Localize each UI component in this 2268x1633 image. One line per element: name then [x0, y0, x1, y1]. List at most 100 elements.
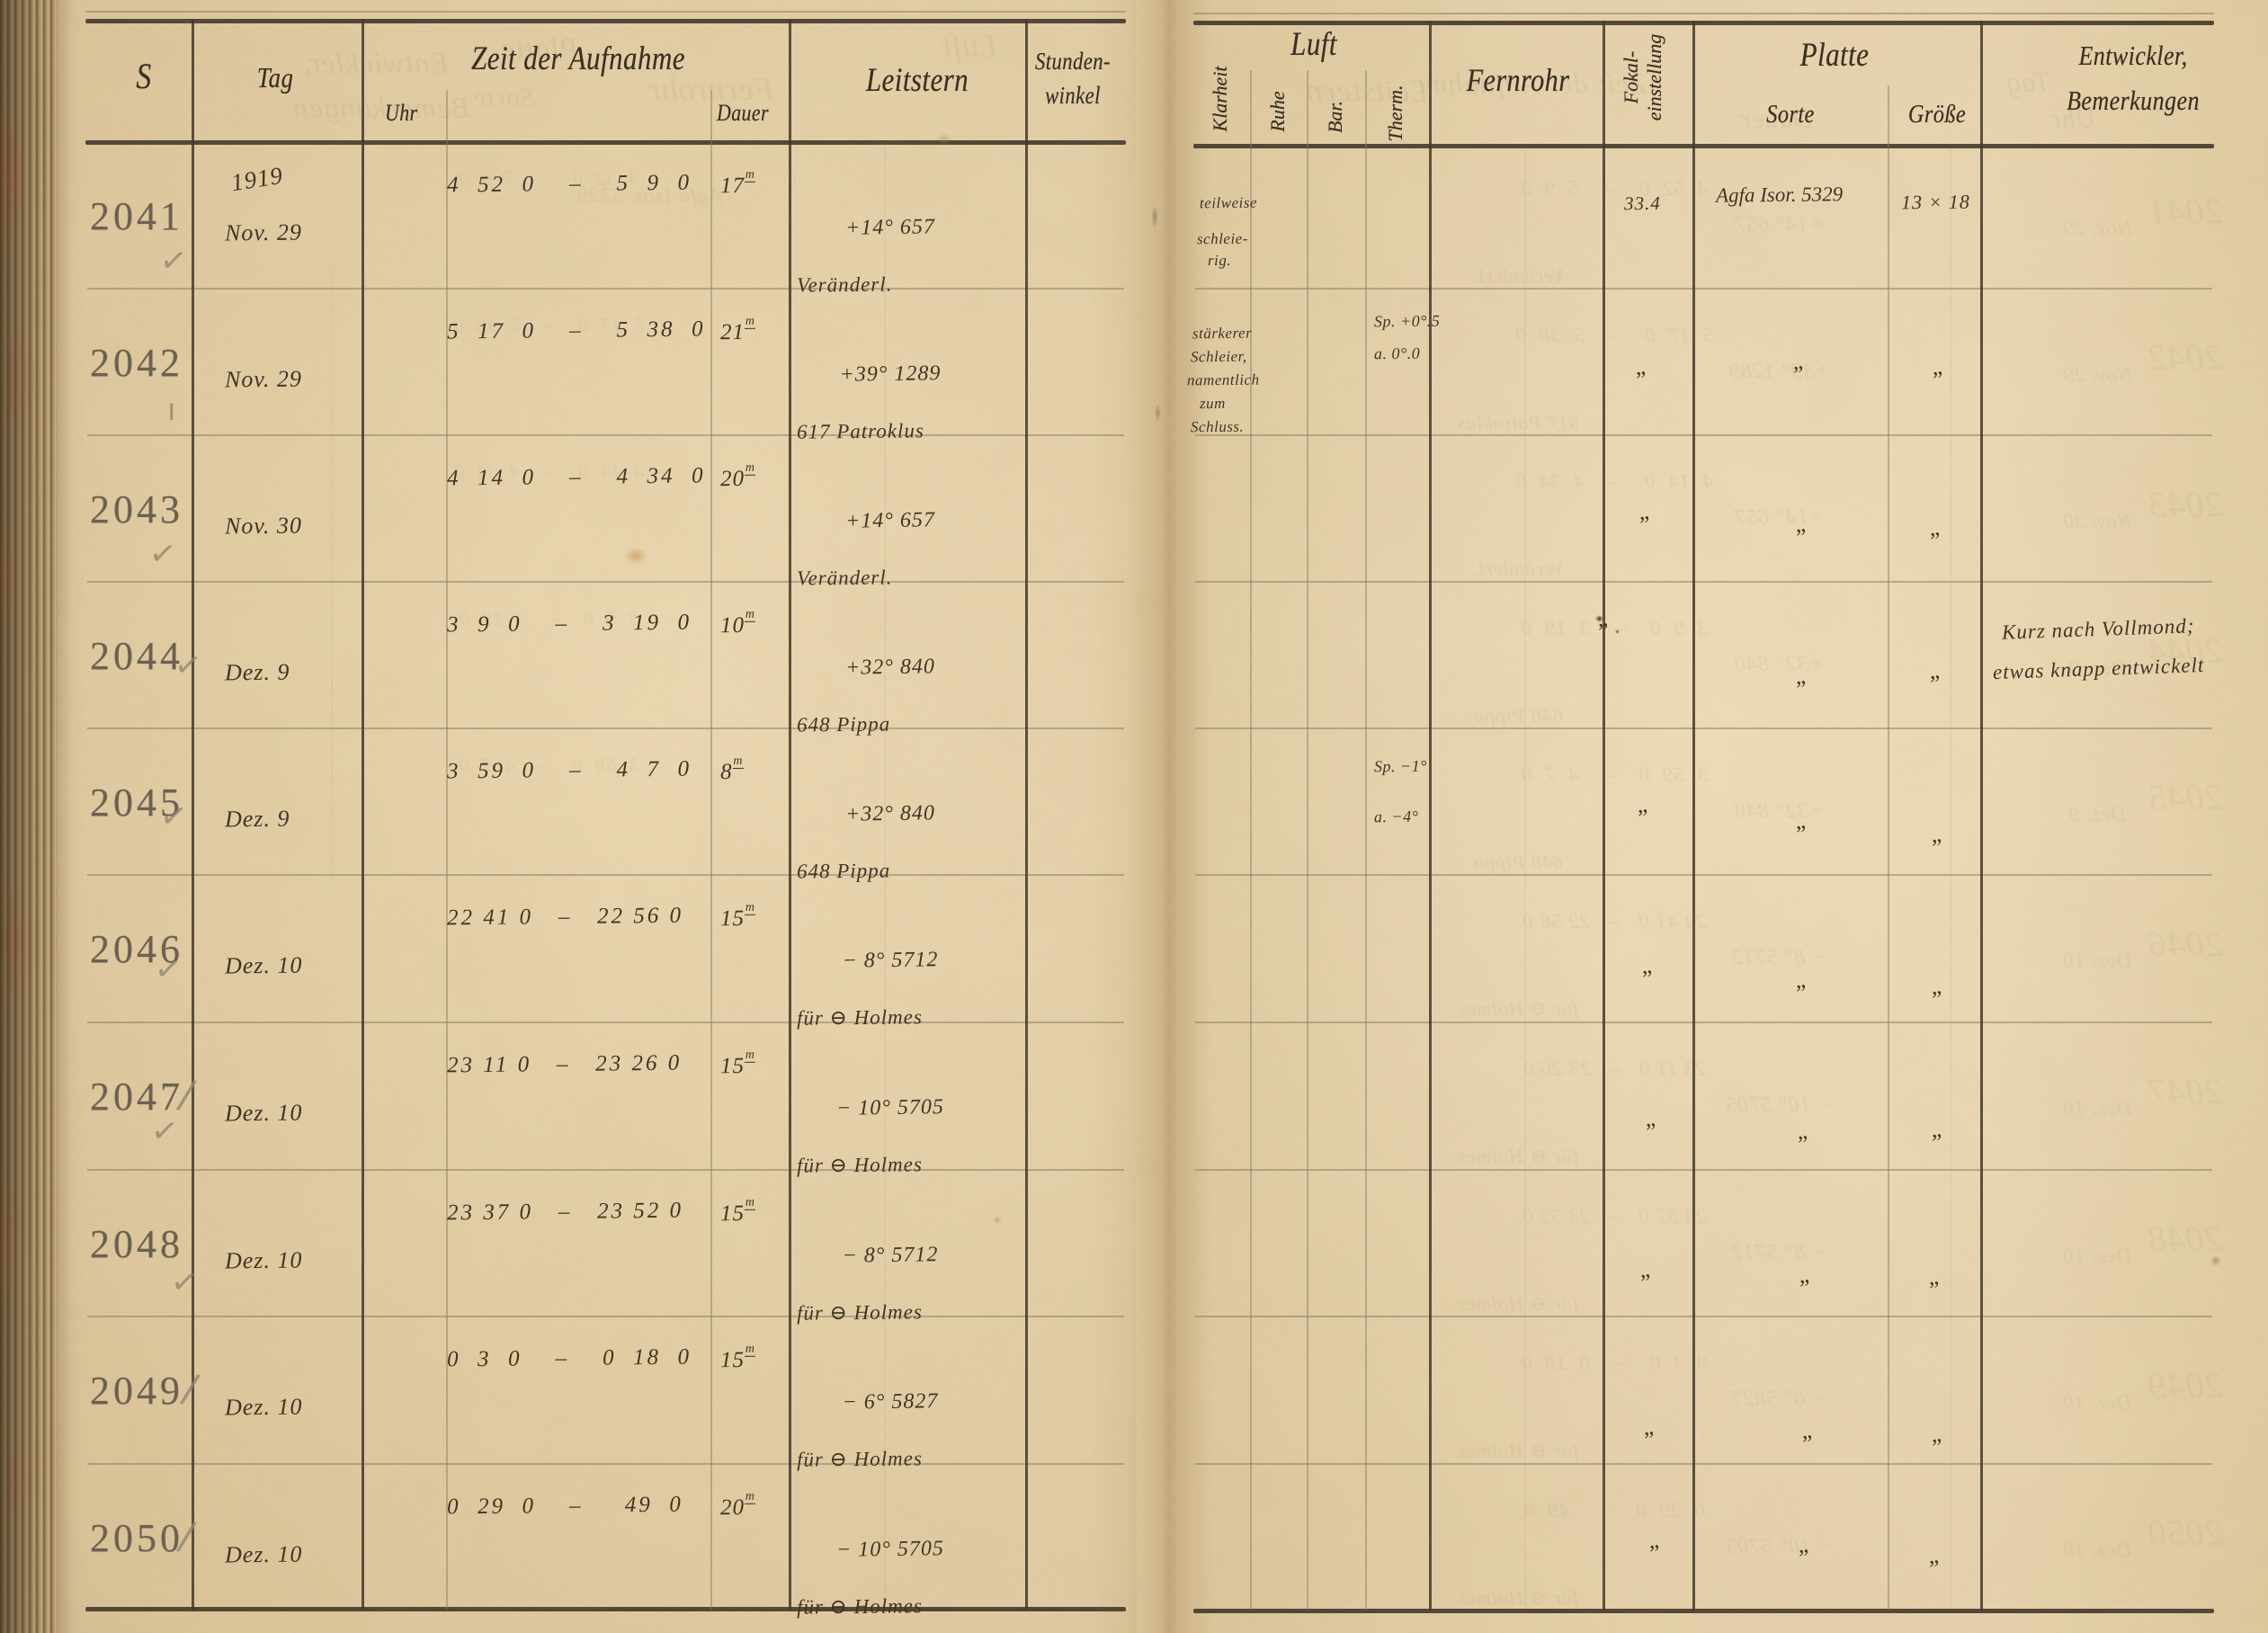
- entry-duration-unit: m: [744, 460, 756, 476]
- entry-object-note: für ⊖ Holmes: [796, 1153, 924, 1177]
- entry-duration-unit: m: [744, 1489, 756, 1504]
- entry-duration-value: 15: [719, 906, 746, 932]
- entry-duration: 8m: [719, 754, 744, 785]
- air-clarity-note: schleie-: [1196, 229, 1248, 248]
- entry-exposure-time: 0 29 0 – 49 0: [446, 1492, 683, 1520]
- entry-duration-unit: m: [744, 1342, 756, 1357]
- entry-date: Dez. 10: [224, 1393, 303, 1421]
- entry-object-note: Veränderl.: [796, 566, 893, 590]
- checkmark: ✓: [172, 646, 204, 686]
- thermometer-note: Sp. +0°.5: [1373, 311, 1441, 331]
- entry-duration-unit: m: [744, 1048, 756, 1063]
- entry-leitstern: +32° 840: [844, 801, 936, 826]
- entry-number: 2041: [90, 194, 183, 238]
- entry-duration: 20m: [719, 1489, 756, 1521]
- focal-ditto-mark: „: [1595, 604, 1612, 632]
- sort-ditto-mark: „: [1793, 807, 1810, 834]
- sort-ditto-mark: „: [1793, 510, 1810, 538]
- entry-exposure-time: 23 37 0 – 23 52 0: [446, 1198, 684, 1226]
- entry-object-note: für ⊖ Holmes: [796, 1005, 924, 1030]
- plate-sort-value: Agfa Isor. 5329: [1715, 183, 1844, 207]
- plate-size-value: 13 × 18: [1900, 190, 1970, 214]
- size-ditto-mark: „: [1926, 1263, 1943, 1290]
- entry-leitstern: − 10° 5705: [835, 1537, 945, 1562]
- size-ditto-mark: „: [1927, 513, 1944, 541]
- entry-duration-value: 10: [719, 612, 746, 638]
- entry-date: Dez. 9: [224, 805, 290, 833]
- entry-date: Dez. 10: [224, 951, 303, 979]
- entry-duration-value: 17: [719, 173, 746, 199]
- entry-date: Nov. 29: [224, 219, 303, 246]
- size-ditto-mark: „: [1930, 352, 1947, 380]
- size-ditto-mark: „: [1926, 1541, 1943, 1569]
- size-ditto-mark: „: [1927, 656, 1944, 684]
- entry-exposure-time: 22 41 0 – 22 56 0: [446, 903, 684, 931]
- size-ditto-mark: „: [1929, 1420, 1946, 1448]
- air-clarity-note: zum: [1199, 394, 1226, 413]
- sort-ditto-mark: „: [1799, 1416, 1817, 1444]
- entry-duration-value: 8: [719, 759, 733, 785]
- developer-remark: Kurz nach Vollmond;: [2001, 614, 2195, 644]
- focal-ditto-mark: „: [1635, 790, 1652, 818]
- checkmark: ✓: [152, 950, 184, 990]
- entry-object-note: 617 Patroklus: [796, 419, 924, 443]
- air-clarity-note: Schleier,: [1190, 347, 1247, 366]
- thermometer-note: Sp. −1°: [1373, 756, 1427, 776]
- entry-leitstern: − 8° 5712: [842, 948, 939, 973]
- entry-object-note: für ⊖ Holmes: [796, 1447, 924, 1471]
- entry-duration-unit: m: [744, 314, 756, 329]
- entry-date: Dez. 9: [224, 658, 290, 686]
- sort-ditto-mark: „: [1797, 1261, 1814, 1289]
- check-stroke: ı: [167, 392, 176, 428]
- sort-ditto-mark: „: [1796, 1530, 1813, 1558]
- entry-duration: 15m: [719, 900, 756, 932]
- entry-object-note: 648 Pippa: [796, 712, 891, 736]
- developer-remark: etwas knapp entwickelt: [1992, 653, 2205, 684]
- size-ditto-mark: „: [1929, 1115, 1946, 1143]
- entry-object-note: für ⊖ Holmes: [796, 1300, 924, 1325]
- air-clarity-note: Schluss.: [1190, 417, 1245, 436]
- entry-leitstern: +14° 657: [844, 508, 936, 533]
- entry-duration-unit: m: [744, 167, 756, 183]
- entry-duration-unit: m: [744, 607, 756, 622]
- checkmark: ✓: [157, 797, 190, 837]
- entry-leitstern: − 10° 5705: [835, 1095, 945, 1120]
- entry-duration: 20m: [720, 460, 756, 491]
- entry-number: 2047: [90, 1075, 183, 1119]
- entry-leitstern: +32° 840: [844, 655, 936, 680]
- entry-date: Nov. 29: [224, 365, 303, 393]
- entry-year: 1919: [228, 161, 285, 197]
- sort-ditto-mark: „: [1790, 347, 1808, 375]
- sort-ditto-mark: „: [1793, 662, 1810, 690]
- sort-ditto-mark: „: [1793, 966, 1810, 994]
- size-ditto-mark: „: [1929, 972, 1946, 1000]
- entry-exposure-time: 4 14 0 – 4 34 0: [446, 463, 706, 491]
- thermometer-note: a. 0°.0: [1373, 344, 1421, 363]
- entry-exposure-time: 0 3 0 – 0 18 0: [446, 1344, 692, 1372]
- thermometer-note: a. −4°: [1373, 807, 1419, 826]
- entry-number: 2049: [90, 1369, 183, 1413]
- entry-duration-value: 15: [719, 1053, 746, 1079]
- entry-date: Nov. 30: [224, 512, 303, 540]
- entry-duration: 10m: [719, 607, 756, 638]
- entry-number: 2043: [90, 487, 183, 531]
- entry-exposure-time: 23 11 0 – 23 26 0: [446, 1050, 683, 1078]
- entry-exposure-time: 4 52 0 – 5 9 0: [446, 170, 692, 198]
- entry-object-note: 648 Pippa: [796, 859, 891, 883]
- checkmark: ✓: [148, 1111, 181, 1152]
- entry-duration: 15m: [719, 1048, 756, 1079]
- entry-duration-unit: m: [744, 1195, 756, 1210]
- entry-duration-value: 15: [719, 1200, 746, 1227]
- entry-date: Dez. 10: [224, 1246, 303, 1274]
- entry-leitstern: − 6° 5827: [842, 1389, 939, 1414]
- checkmark: ✓: [157, 241, 190, 281]
- focal-ditto-mark: „: [1643, 1104, 1660, 1132]
- entry-duration: 21m: [720, 314, 756, 344]
- entry-duration-value: 15: [719, 1347, 746, 1373]
- entry-duration-value: 20: [719, 1495, 746, 1521]
- entry-leitstern: +39° 1289: [839, 361, 942, 387]
- size-ditto-mark: „: [1929, 820, 1946, 848]
- entry-object-note: für ⊖ Holmes: [796, 1594, 924, 1619]
- entry-date: Dez. 10: [224, 1540, 303, 1568]
